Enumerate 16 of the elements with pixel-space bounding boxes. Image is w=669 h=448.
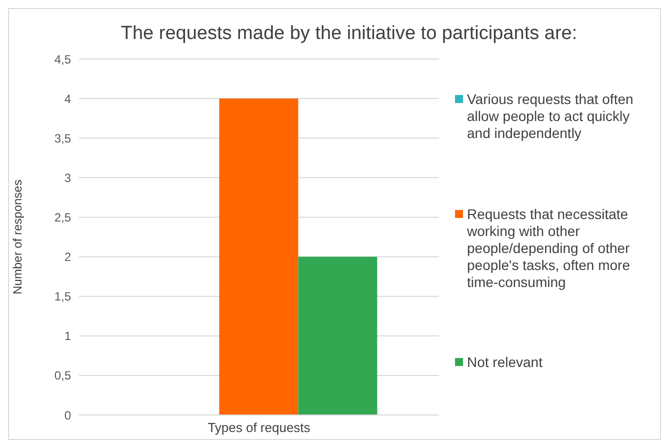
legend-label: Not relevant <box>467 354 542 371</box>
y-tick-label: 0 <box>64 408 72 422</box>
y-tick-label: 3,5 <box>54 131 72 146</box>
legend-label: Requests that necessitate working with other people/depending of other people's tasks, often more time-consuming <box>467 206 631 290</box>
y-tick-label: 4,5 <box>54 52 72 66</box>
y-tick-label: 2 <box>64 250 72 264</box>
x-tick-label: Types of requests <box>208 420 311 436</box>
y-tick-label: 2,5 <box>54 210 72 224</box>
chart-title: The requests made by the initiative to participants are: <box>120 23 578 45</box>
legend-label: Various requests that often allow people to act quickly and independently <box>467 91 634 142</box>
y-tick-label: 4 <box>64 92 72 106</box>
y-tick-label: 0,5 <box>54 368 72 383</box>
y-axis-title: Number of responses <box>10 180 24 294</box>
y-tick-label: 1,5 <box>54 290 72 304</box>
y-tick-label: 1 <box>64 329 72 344</box>
y-tick-label: 3 <box>64 170 72 185</box>
